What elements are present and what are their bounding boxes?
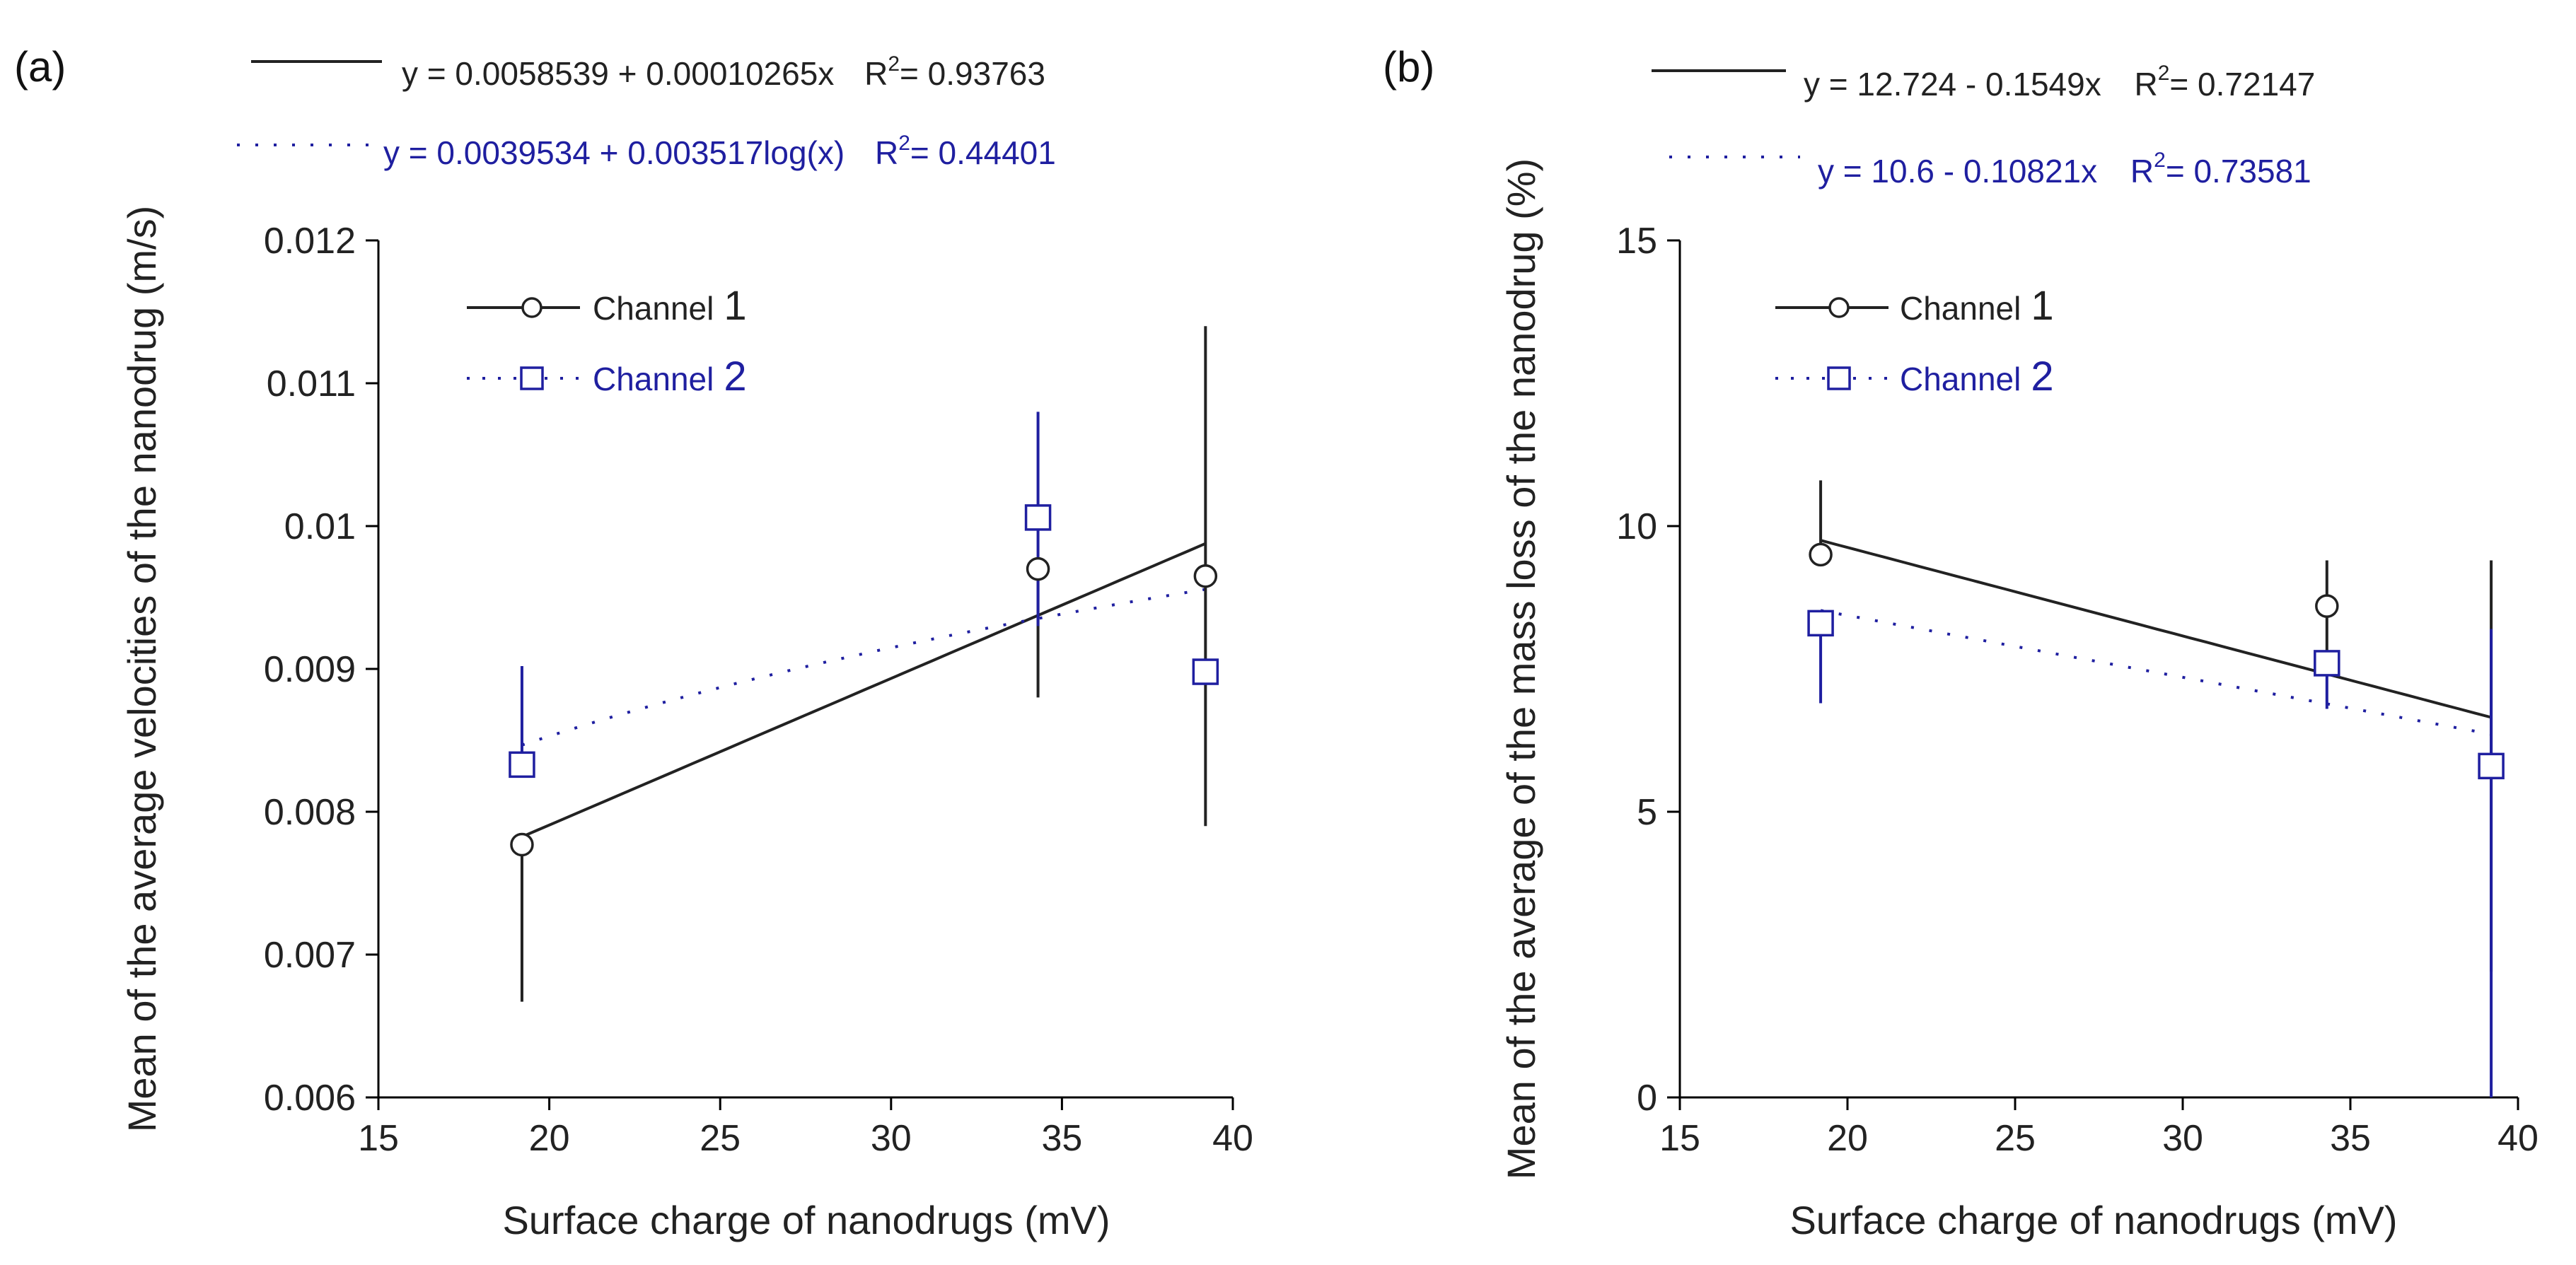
panel-b-legend-marker-2 [1827, 366, 1851, 390]
fit-line-series-1 [521, 542, 1207, 839]
point-series-2-2 [2314, 650, 2340, 677]
x-tick-label-4: 35 [1041, 1118, 1082, 1159]
chart-panel-a: (a) y = 0.0058539 + 0.00010265x R2= 0.93… [14, 43, 1253, 1242]
panel-b-legend: Channel 1 Channel 2 [1775, 283, 2054, 400]
panel-b-label: (b) [1383, 43, 1434, 91]
panel-b-eq2: y = 10.6 - 0.10821x R2= 0.73581 [1818, 148, 2311, 190]
y-tick-label-0: 0 [1637, 1078, 1657, 1119]
x-tick-label-5: 40 [1212, 1118, 1253, 1159]
y-tick-label-3: 0.009 [264, 649, 356, 690]
x-tick-label-0: 15 [1659, 1118, 1700, 1159]
point-series-1-2 [1026, 556, 1050, 581]
panel-a-legend: Channel 1 Channel 2 [467, 283, 747, 400]
panel-a-legend-marker-1 [521, 297, 543, 318]
x-tick-label-5: 40 [2497, 1118, 2539, 1159]
panel-a-legend-label-2: Channel 2 [593, 354, 747, 400]
x-tick-label-0: 15 [358, 1118, 399, 1159]
fit-line-series-2 [521, 588, 1206, 747]
y-tick-label-0: 0.006 [264, 1078, 356, 1119]
panel-b-legend-marker-1 [1828, 297, 1850, 318]
panel-a-eq2: y = 0.0039534 + 0.003517log(x) R2= 0.444… [383, 132, 1056, 171]
panel-b-ylabel: Mean of the average of the mass loss of … [1499, 158, 1543, 1179]
panel-a-legend-marker-2 [520, 366, 544, 390]
point-series-1-1 [1809, 542, 1833, 567]
point-series-2-1 [509, 751, 535, 779]
point-series-1-2 [2315, 594, 2339, 618]
y-tick-label-1: 0.007 [264, 935, 356, 976]
x-tick-label-4: 35 [2330, 1118, 2371, 1159]
y-tick-label-5: 0.011 [267, 363, 356, 404]
panel-b-legend-label-1: Channel 1 [1900, 283, 2054, 329]
point-series-2-3 [1192, 658, 1219, 685]
x-tick-label-2: 25 [1995, 1118, 2036, 1159]
panel-b-eq1: y = 12.724 - 0.1549x R2= 0.72147 [1804, 62, 2315, 103]
point-series-1-3 [1193, 564, 1218, 588]
point-series-1-1 [510, 832, 534, 857]
y-tick-label-4: 0.01 [284, 506, 356, 547]
point-series-2-3 [2478, 752, 2505, 780]
panel-b-legend-label-2: Channel 2 [1900, 354, 2054, 400]
panel-a-ylabel: Mean of the average velocities of the na… [120, 206, 164, 1133]
panel-a-xlabel: Surface charge of nanodrugs (mV) [502, 1198, 1110, 1242]
y-tick-label-1: 5 [1637, 792, 1657, 833]
x-tick-label-3: 30 [871, 1118, 912, 1159]
point-series-2-2 [1024, 504, 1052, 531]
x-tick-label-1: 20 [1827, 1118, 1868, 1159]
y-tick-label-2: 0.008 [264, 792, 356, 833]
fit-line-series-1 [1820, 539, 2492, 719]
panel-a-eq1: y = 0.0058539 + 0.00010265x R2= 0.93763 [402, 52, 1045, 92]
x-tick-label-3: 30 [2162, 1118, 2203, 1159]
point-series-2-1 [1807, 610, 1834, 637]
chart-panel-b: (b) y = 12.724 - 0.1549x R2= 0.72147 y =… [1383, 43, 2539, 1242]
y-tick-label-2: 10 [1616, 506, 1657, 547]
x-tick-label-2: 25 [700, 1118, 741, 1159]
panel-a-legend-label-1: Channel 1 [593, 283, 747, 329]
panel-a-axes [377, 240, 1233, 1099]
panel-b-axes [1678, 240, 2518, 1099]
y-tick-label-3: 15 [1616, 221, 1657, 262]
y-tick-label-6: 0.012 [264, 221, 356, 262]
x-tick-label-1: 20 [529, 1118, 570, 1159]
panel-a-label: (a) [14, 43, 66, 91]
panel-b-xlabel: Surface charge of nanodrugs (mV) [1789, 1198, 2397, 1242]
